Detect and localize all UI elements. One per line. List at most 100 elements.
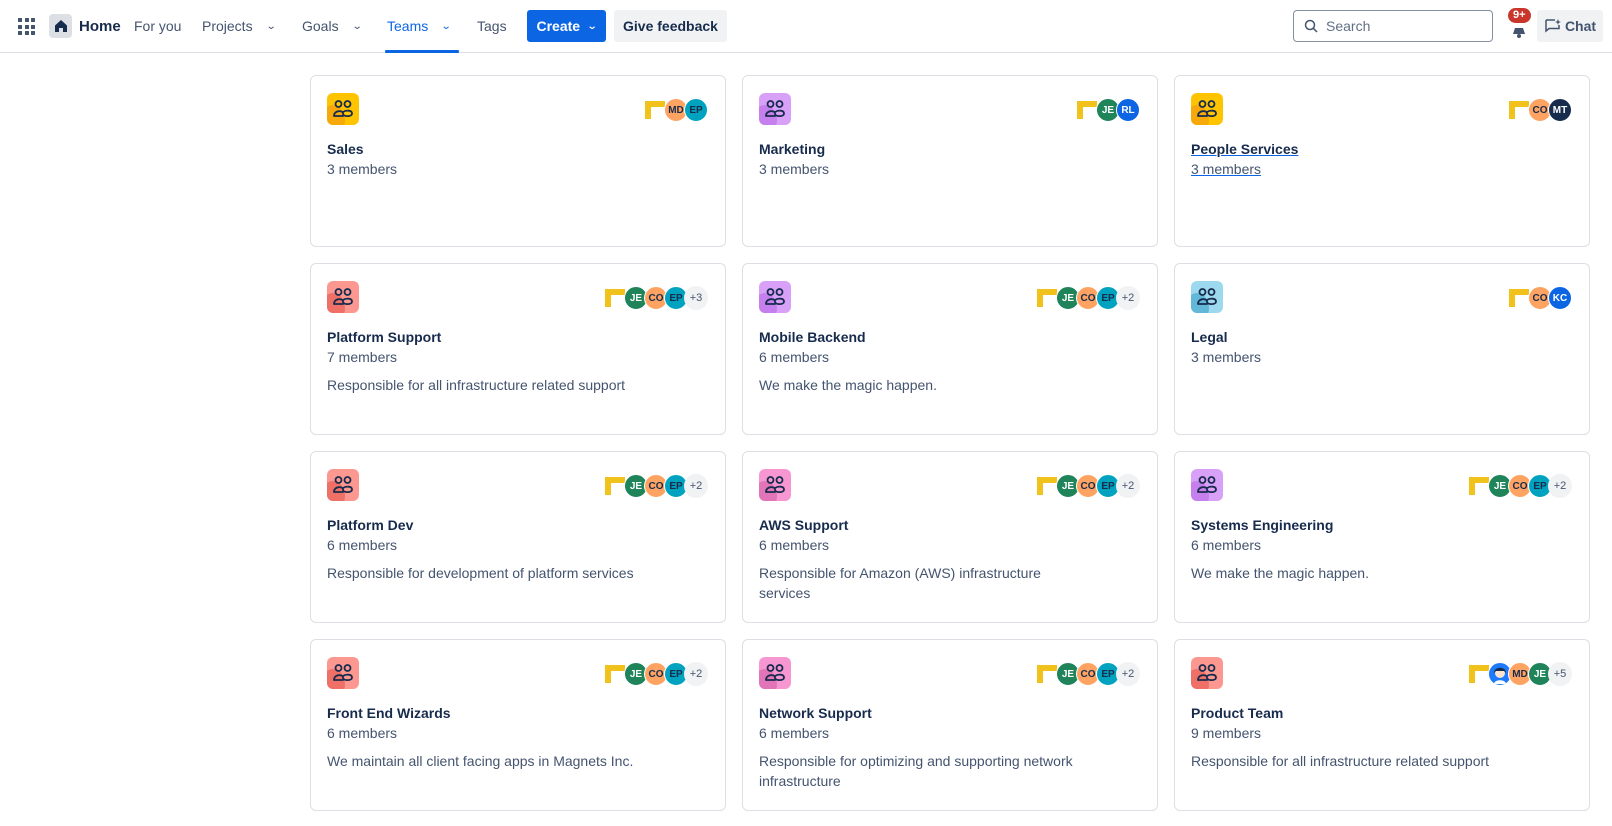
team-name[interactable]: Network Support — [759, 705, 872, 721]
more-members-count[interactable]: +3 — [684, 286, 708, 310]
user-avatar[interactable]: JE — [1056, 474, 1080, 498]
team-name[interactable]: People Services — [1191, 141, 1299, 157]
nav-projects[interactable]: Projects ⌄ — [202, 0, 277, 52]
team-member-count[interactable]: 3 members — [1191, 349, 1262, 365]
team-icon — [759, 93, 791, 125]
team-name[interactable]: Sales — [327, 141, 364, 157]
team-name[interactable]: AWS Support — [759, 517, 849, 533]
member-avatars[interactable]: JE CO EP +2 — [1036, 662, 1140, 686]
more-members-count[interactable]: +5 — [1548, 662, 1572, 686]
member-avatars[interactable]: JE CO EP +2 — [604, 474, 708, 498]
search-input[interactable] — [1326, 18, 1476, 34]
team-description: We make the magic happen. — [759, 377, 937, 393]
more-members-count[interactable]: +2 — [684, 474, 708, 498]
team-member-count[interactable]: 6 members — [327, 725, 398, 741]
team-name[interactable]: Mobile Backend — [759, 329, 866, 345]
member-avatars[interactable]: JE RL — [1076, 98, 1140, 122]
team-card[interactable]: JE CO EP +2 Systems Engineering 6 members W… — [1174, 451, 1590, 623]
team-icon — [327, 469, 359, 501]
chevron-down-icon: ⌄ — [265, 20, 277, 32]
team-name[interactable]: Platform Support — [327, 329, 442, 345]
team-member-count[interactable]: 7 members — [327, 349, 398, 365]
team-icon — [759, 657, 791, 689]
member-avatars[interactable]: MD EP — [644, 98, 708, 122]
atlassian-team-logo-icon — [1036, 474, 1058, 498]
member-avatars[interactable]: JE CO EP +2 — [604, 662, 708, 686]
team-description: Responsible for development of platform … — [327, 565, 634, 581]
search-field[interactable] — [1293, 10, 1493, 42]
user-avatar[interactable]: CO — [1508, 474, 1532, 498]
member-avatars[interactable]: JE CO EP +2 — [1036, 286, 1140, 310]
team-card[interactable]: JE CO EP +2 Network Support 6 members Respo… — [742, 639, 1158, 811]
team-member-count[interactable]: 6 members — [759, 349, 830, 365]
member-avatars[interactable]: JE CO EP +2 — [1468, 474, 1572, 498]
team-name[interactable]: Systems Engineering — [1191, 517, 1334, 533]
team-card[interactable]: JE CO EP +2 Front End Wizards 6 members We … — [310, 639, 726, 811]
user-avatar[interactable]: EP — [1096, 662, 1120, 686]
user-avatar[interactable]: JE — [1096, 98, 1120, 122]
team-card[interactable]: MD EP Sales 3 members — [310, 75, 726, 247]
nav-goals[interactable]: Goals ⌄ — [302, 0, 362, 52]
team-member-count[interactable]: 6 members — [327, 537, 398, 553]
atlassian-team-logo-icon — [1508, 286, 1530, 310]
member-avatars[interactable]: JE CO EP +3 — [604, 286, 708, 310]
user-avatar[interactable]: JE — [1528, 662, 1552, 686]
team-name[interactable]: Platform Dev — [327, 517, 414, 533]
team-member-count[interactable]: 3 members — [1191, 161, 1262, 177]
user-avatar[interactable]: RL — [1116, 98, 1140, 122]
member-avatars[interactable]: CO MT — [1508, 98, 1572, 122]
team-member-count[interactable]: 3 members — [759, 161, 830, 177]
give-feedback-button[interactable]: Give feedback — [614, 10, 727, 42]
nav-for-you[interactable]: For you — [134, 0, 181, 52]
user-avatar[interactable]: EP — [684, 98, 708, 122]
user-avatar[interactable]: JE — [624, 286, 648, 310]
atlassian-team-logo-icon — [604, 662, 626, 686]
home-button[interactable] — [49, 14, 72, 38]
nav-for-you-label: For you — [134, 18, 182, 34]
create-button[interactable]: Create ⌄ — [527, 10, 606, 42]
chevron-down-icon: ⌄ — [440, 20, 452, 32]
more-members-count[interactable]: +2 — [1116, 286, 1140, 310]
member-avatars[interactable]: JE CO EP +2 — [1036, 474, 1140, 498]
team-member-count[interactable]: 6 members — [759, 725, 830, 741]
team-card[interactable]: CO MT People Services 3 members — [1174, 75, 1590, 247]
team-member-count[interactable]: 6 members — [759, 537, 830, 553]
team-card[interactable]: CO KC Legal 3 members — [1174, 263, 1590, 435]
chat-button-label: Chat — [1564, 18, 1597, 34]
user-avatar[interactable]: MD — [1508, 662, 1532, 686]
team-card[interactable]: JE CO EP +2 Platform Dev 6 members Responsi… — [310, 451, 726, 623]
more-members-count[interactable]: +2 — [1116, 474, 1140, 498]
team-member-count[interactable]: 9 members — [1191, 725, 1262, 741]
nav-teams[interactable]: Teams ⌄ — [387, 0, 452, 52]
more-members-count[interactable]: +2 — [1548, 474, 1572, 498]
home-link[interactable]: Home — [79, 17, 121, 35]
team-card[interactable]: JE CO EP +2 AWS Support 6 members Responsib… — [742, 451, 1158, 623]
team-icon — [759, 469, 791, 501]
team-name[interactable]: Marketing — [759, 141, 826, 157]
team-name[interactable]: Legal — [1191, 329, 1228, 345]
nav-tags-label: Tags — [477, 18, 507, 34]
chat-button[interactable]: Chat — [1537, 10, 1603, 42]
app-switcher-grid-icon[interactable] — [18, 18, 35, 35]
team-card[interactable]: MD JE +5 Product Team 9 members Responsibl… — [1174, 639, 1590, 811]
team-name[interactable]: Product Team — [1191, 705, 1284, 721]
team-card[interactable]: JE CO EP +3 Platform Support 7 members Resp… — [310, 263, 726, 435]
team-card[interactable]: JE CO EP +2 Mobile Backend 6 members We mak… — [742, 263, 1158, 435]
team-icon — [1191, 469, 1223, 501]
atlassian-team-logo-icon — [1036, 286, 1058, 310]
notifications-button[interactable] — [1505, 14, 1533, 40]
member-avatars[interactable]: MD JE +5 — [1468, 662, 1572, 686]
user-avatar[interactable]: KC — [1548, 286, 1572, 310]
team-card[interactable]: JE RL Marketing 3 members — [742, 75, 1158, 247]
team-member-count[interactable]: 6 members — [1191, 537, 1262, 553]
user-avatar[interactable]: CO — [1076, 286, 1100, 310]
team-description: We maintain all client facing apps in Ma… — [327, 753, 634, 769]
team-member-count[interactable]: 3 members — [327, 161, 398, 177]
user-avatar[interactable]: MT — [1548, 98, 1572, 122]
member-avatars[interactable]: CO KC — [1508, 286, 1572, 310]
more-members-count[interactable]: +2 — [1116, 662, 1140, 686]
team-name[interactable]: Front End Wizards — [327, 705, 451, 721]
team-icon — [327, 657, 359, 689]
nav-tags[interactable]: Tags — [477, 0, 507, 52]
more-members-count[interactable]: +2 — [684, 662, 708, 686]
